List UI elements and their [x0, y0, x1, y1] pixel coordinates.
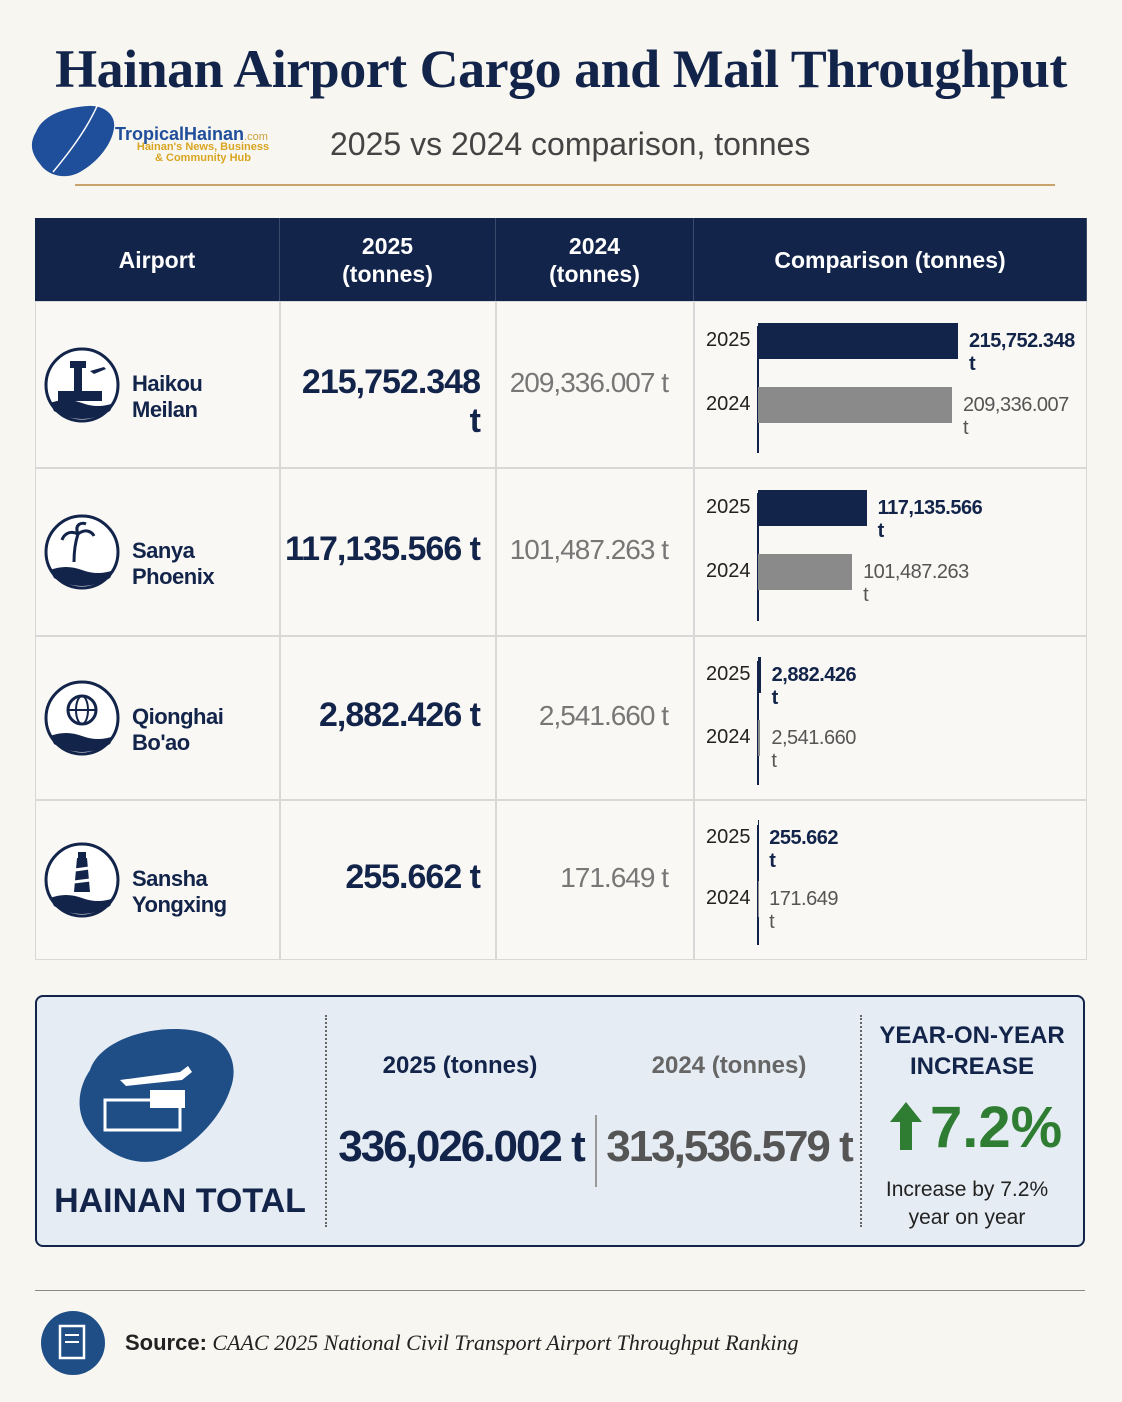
value-2025: 215,752.348 t	[301, 362, 481, 440]
bar-label: 255.662 t	[769, 827, 839, 873]
growth-note: Increase by 7.2% year on year	[885, 1178, 1049, 1229]
bar-label: 117,135.566 t	[877, 497, 983, 543]
bar-year-label: 2024	[706, 560, 751, 583]
logo-name-text: TropicalHainan	[115, 124, 245, 144]
value-2024: 209,336.007 t	[509, 366, 669, 398]
airport-name: Qionghai Bo'ao	[132, 704, 224, 755]
airport-icon	[44, 514, 120, 590]
airport-name: Haikou Meilan	[132, 370, 203, 422]
table-cell	[496, 636, 694, 800]
bar	[758, 386, 953, 423]
total-map	[79, 1029, 234, 1162]
logo-tagline: Hainan's News, Business & Community Hub	[136, 141, 270, 164]
column-header: 2024 (tonnes)	[496, 218, 694, 301]
logo-map	[31, 103, 115, 177]
total-2024-value: 313,536.579 t	[606, 1122, 854, 1171]
bar-label: 2,541.660 t	[771, 726, 856, 772]
icon-graphic	[44, 514, 120, 590]
bar-label: 215,752.348 t	[969, 330, 1075, 376]
airport-name: Sanya Phoenix	[132, 538, 215, 589]
table-cell	[280, 468, 496, 636]
bar-year-label: 2025	[706, 329, 751, 352]
value-2025: 117,135.566 t	[285, 530, 481, 568]
bar-year-label: 2025	[706, 826, 751, 849]
table-cell	[496, 468, 694, 636]
divider	[35, 1290, 1085, 1291]
bar-year-label: 2024	[706, 392, 751, 415]
total-2024-header: 2024 (tonnes)	[651, 1052, 807, 1079]
separator	[325, 1015, 327, 1227]
growth-title: YEAR-ON-YEAR INCREASE	[879, 1022, 1065, 1080]
bar	[758, 323, 958, 360]
separator	[595, 1115, 597, 1187]
value-2025: 2,882.426 t	[318, 696, 481, 734]
table-cell	[280, 636, 496, 800]
source: Source: CAAC 2025 National Civil Transpo…	[125, 1330, 799, 1356]
total-2025-value: 336,026.002 t	[338, 1122, 586, 1171]
column-header: 2025 (tonnes)	[280, 218, 496, 301]
icon-graphic	[44, 347, 120, 422]
bar	[758, 554, 853, 591]
total-label: HAINAN TOTAL	[54, 1182, 306, 1220]
bar-year-label: 2025	[706, 496, 751, 519]
divider	[75, 184, 1055, 186]
icon-graphic	[44, 842, 120, 918]
total-2025-header: 2025 (tonnes)	[382, 1052, 538, 1079]
icon-graphic	[44, 680, 120, 756]
bar	[758, 719, 761, 756]
source-label: Source:	[125, 1330, 207, 1355]
value-2025: 255.662 t	[345, 858, 481, 896]
source-icon	[41, 1311, 105, 1375]
table-cell	[280, 800, 496, 960]
table-cell	[694, 800, 1087, 960]
logo-domain: .com	[244, 131, 268, 143]
growth-arrow	[890, 1102, 922, 1150]
bar	[758, 657, 761, 694]
airport-icon	[44, 842, 120, 918]
growth-value: 7.2%	[930, 1095, 1063, 1160]
table-cell	[496, 800, 694, 960]
source-text: CAAC 2025 National Civil Transport Airpo…	[212, 1330, 799, 1355]
column-header: Airport	[35, 218, 280, 301]
airport-icon	[44, 680, 120, 756]
title: Hainan Airport Cargo and Mail Throughput	[55, 39, 1067, 99]
bar-label: 171.649 t	[769, 888, 838, 934]
table-cell	[694, 636, 1087, 800]
bar-year-label: 2025	[706, 663, 751, 686]
table-cell	[280, 301, 496, 468]
bar-label: 209,336.007 t	[963, 393, 1069, 439]
column-header: Comparison (tonnes)	[694, 218, 1087, 301]
airport-icon	[44, 347, 120, 423]
bar-label: 2,882.426 t	[771, 664, 857, 710]
subtitle: 2025 vs 2024 comparison, tonnes	[330, 126, 811, 162]
value-2024: 171.649 t	[560, 862, 669, 893]
table-cell	[496, 301, 694, 468]
bar-year-label: 2024	[706, 725, 751, 748]
bar-year-label: 2024	[706, 887, 751, 910]
airport-name: Sansha Yongxing	[132, 866, 227, 917]
bar-label: 101,487.263 t	[863, 561, 969, 607]
value-2024: 2,541.660 t	[538, 700, 669, 731]
table-cell	[694, 468, 1087, 636]
bar	[758, 490, 867, 527]
value-2024: 101,487.263 t	[509, 534, 669, 565]
logo-name: TropicalHainan.com	[115, 124, 268, 145]
separator	[860, 1015, 862, 1227]
